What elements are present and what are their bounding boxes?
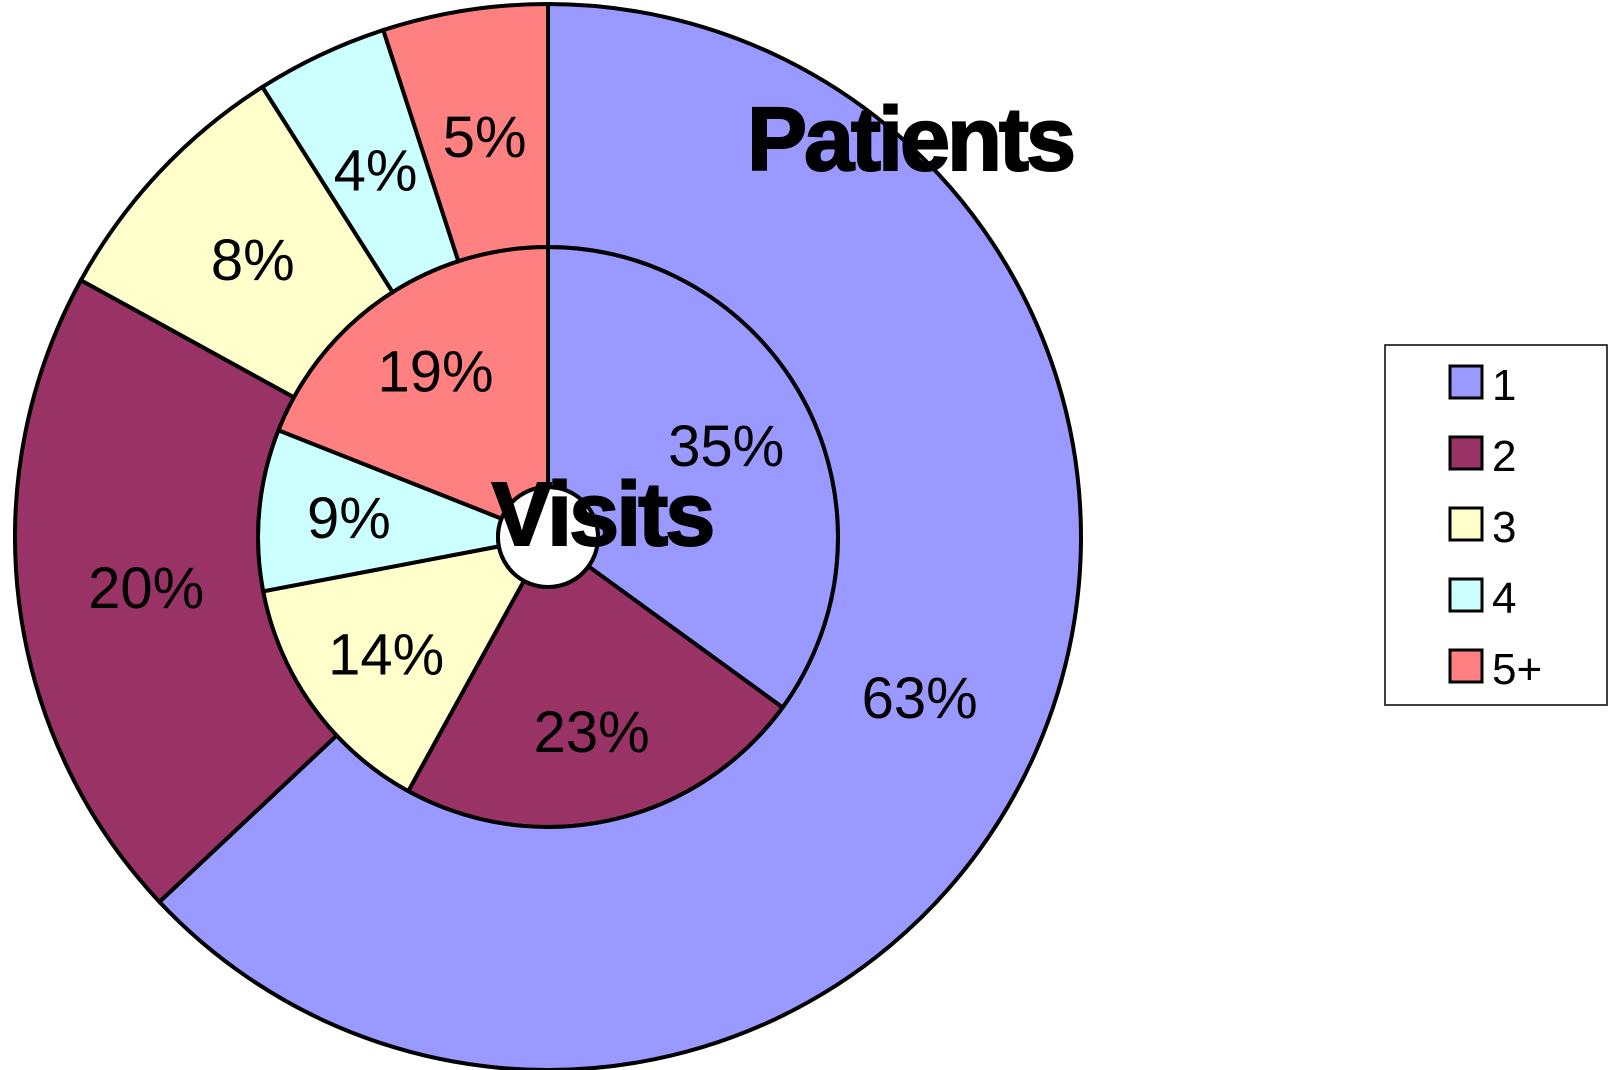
outer-slice-label-4: 4% xyxy=(334,139,418,204)
inner-slice-label-2: 23% xyxy=(534,700,650,765)
legend-swatch-5+ xyxy=(1448,648,1484,684)
legend-label-1: 1 xyxy=(1492,361,1516,410)
chart-rings xyxy=(13,1,1083,1070)
inner-slice-label-3: 14% xyxy=(328,623,444,688)
inner-slice-label-1: 35% xyxy=(668,414,784,479)
outer-slice-2 xyxy=(13,277,340,905)
legend-label-3: 3 xyxy=(1492,503,1516,552)
inner-slice-label-5+: 19% xyxy=(378,340,494,405)
outer-slice-5+ xyxy=(380,1,550,264)
legend-label-5+: 5+ xyxy=(1492,645,1542,694)
outer-ring-title: Patients xyxy=(747,90,1073,190)
legend-label-2: 2 xyxy=(1492,432,1516,481)
legend-swatch-4 xyxy=(1448,577,1484,613)
outer-slice-label-2: 20% xyxy=(88,556,204,621)
center-hole xyxy=(496,485,600,589)
legend-items: 1 2 3 4 5+ xyxy=(1448,361,1542,694)
inner-ring-title: Visits xyxy=(492,465,713,565)
legend-swatch-1 xyxy=(1448,364,1484,400)
legend-label-4: 4 xyxy=(1492,574,1516,623)
chart-slice-labels: 35% 23% 14% 9% 19% 63% 20% 8% 4% 5% xyxy=(88,105,978,765)
outer-slice-label-3: 8% xyxy=(211,228,295,293)
outer-slice-label-1: 63% xyxy=(862,666,978,731)
legend-swatch-3 xyxy=(1448,506,1484,542)
outer-slice-1 xyxy=(156,1,1083,1070)
legend-swatch-2 xyxy=(1448,435,1484,471)
outer-slice-label-5+: 5% xyxy=(443,105,527,170)
legend-box xyxy=(1384,344,1608,706)
inner-slice-label-4: 9% xyxy=(307,486,391,551)
chart-legend: 1 2 3 4 5+ xyxy=(1384,344,1608,706)
